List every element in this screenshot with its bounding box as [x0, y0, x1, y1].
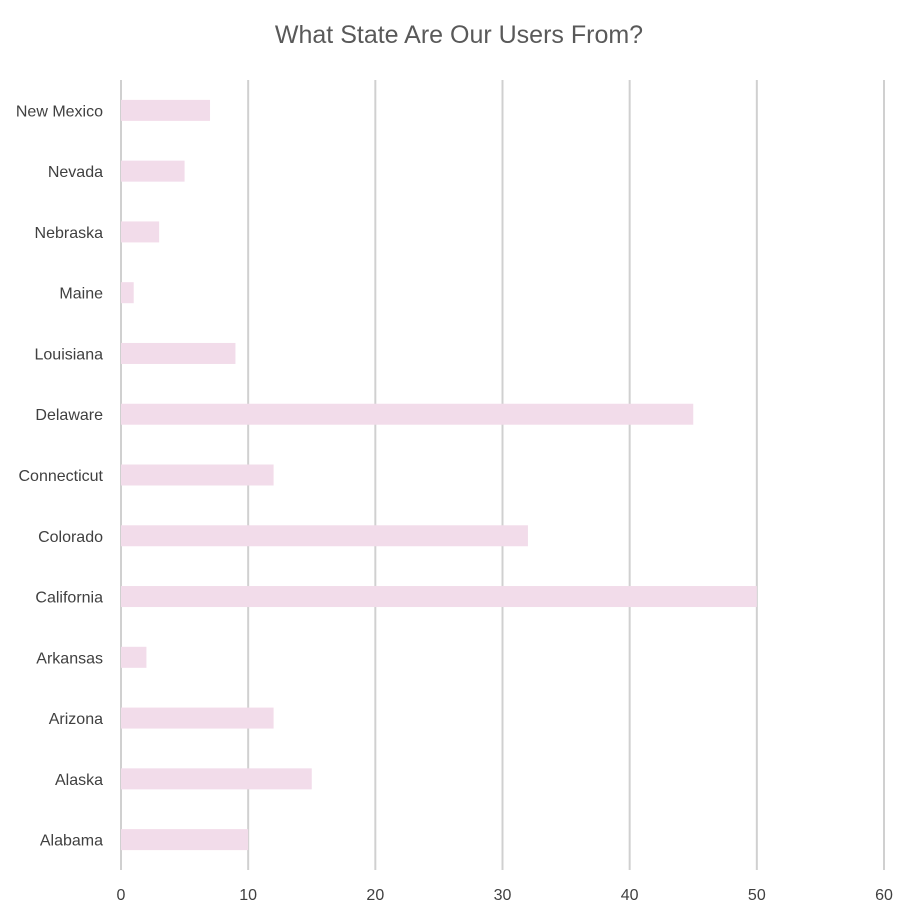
category-label: California	[35, 590, 103, 607]
category-label: Delaware	[35, 407, 103, 424]
x-tick-label: 10	[239, 887, 257, 904]
x-tick-label: 30	[494, 887, 512, 904]
category-label: Alabama	[40, 833, 103, 850]
x-tick-label: 50	[748, 887, 766, 904]
x-tick-label: 60	[875, 887, 893, 904]
category-label: Connecticut	[19, 468, 104, 485]
bar-nevada	[121, 160, 185, 182]
gridlines	[120, 80, 885, 870]
bar-alabama	[121, 829, 249, 851]
bar-maine	[121, 282, 134, 304]
chart-title: What State Are Our Users From?	[275, 21, 643, 49]
bar-colorado	[121, 525, 528, 547]
bars	[121, 99, 757, 851]
bar-arizona	[121, 707, 274, 729]
bar-arkansas	[121, 646, 147, 668]
x-tick-label: 20	[366, 887, 384, 904]
category-label: Arizona	[49, 711, 103, 728]
category-label: Maine	[59, 286, 103, 303]
x-tick-label: 0	[117, 887, 126, 904]
bar-connecticut	[121, 464, 274, 486]
category-label: New Mexico	[16, 103, 103, 120]
bar-california	[121, 586, 757, 608]
category-label: Colorado	[38, 529, 103, 546]
category-label: Louisiana	[35, 346, 104, 363]
category-label: Alaska	[55, 772, 103, 789]
category-label: Nevada	[48, 164, 103, 181]
bar-delaware	[121, 403, 694, 425]
bar-alaska	[121, 768, 312, 790]
bar-new-mexico	[121, 99, 211, 121]
x-tick-label: 40	[621, 887, 639, 904]
x-axis-tick-labels: 0 10 20 30 40 50 60	[117, 887, 893, 904]
category-labels: Alabama Alaska Arizona Arkansas California Co…	[16, 103, 104, 849]
bar-louisiana	[121, 342, 236, 364]
category-label: Arkansas	[36, 650, 103, 667]
category-label: Nebraska	[35, 225, 104, 242]
bar-nebraska	[121, 221, 160, 243]
